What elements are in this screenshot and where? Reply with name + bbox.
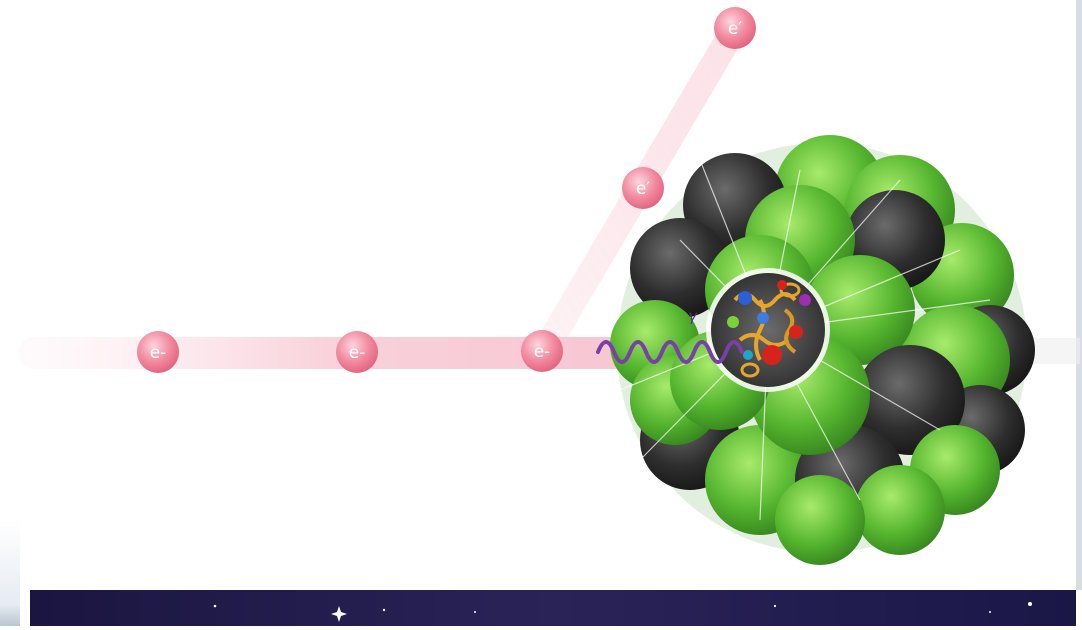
scattered-electron-label: e′ (728, 19, 742, 39)
star-icon (331, 606, 347, 622)
star-icon (382, 608, 386, 612)
right-edge-strip (1076, 0, 1082, 590)
photon-wave-icon (596, 340, 744, 364)
electron-label: e- (150, 343, 167, 363)
star-icon (474, 611, 476, 613)
electron-icon: e- (137, 331, 179, 373)
starfield-banner (30, 590, 1076, 626)
electron-label: e- (534, 342, 551, 362)
left-edge-strip (0, 520, 20, 626)
star-icon (213, 604, 217, 608)
electron-icon: e- (521, 330, 563, 372)
electron-icon: e′ (714, 7, 756, 49)
photon-label: γ (688, 307, 698, 325)
electron-icon: e- (336, 331, 378, 373)
electron-icon: e′ (622, 167, 664, 209)
quark-gluon-core-icon (706, 268, 830, 392)
nucleus-icon (610, 135, 1035, 565)
star-icon (773, 604, 777, 608)
electron-label: e- (349, 343, 366, 363)
star-icon (1028, 602, 1032, 606)
star-icon (989, 611, 991, 613)
scattered-electron-label: e′ (636, 179, 650, 199)
